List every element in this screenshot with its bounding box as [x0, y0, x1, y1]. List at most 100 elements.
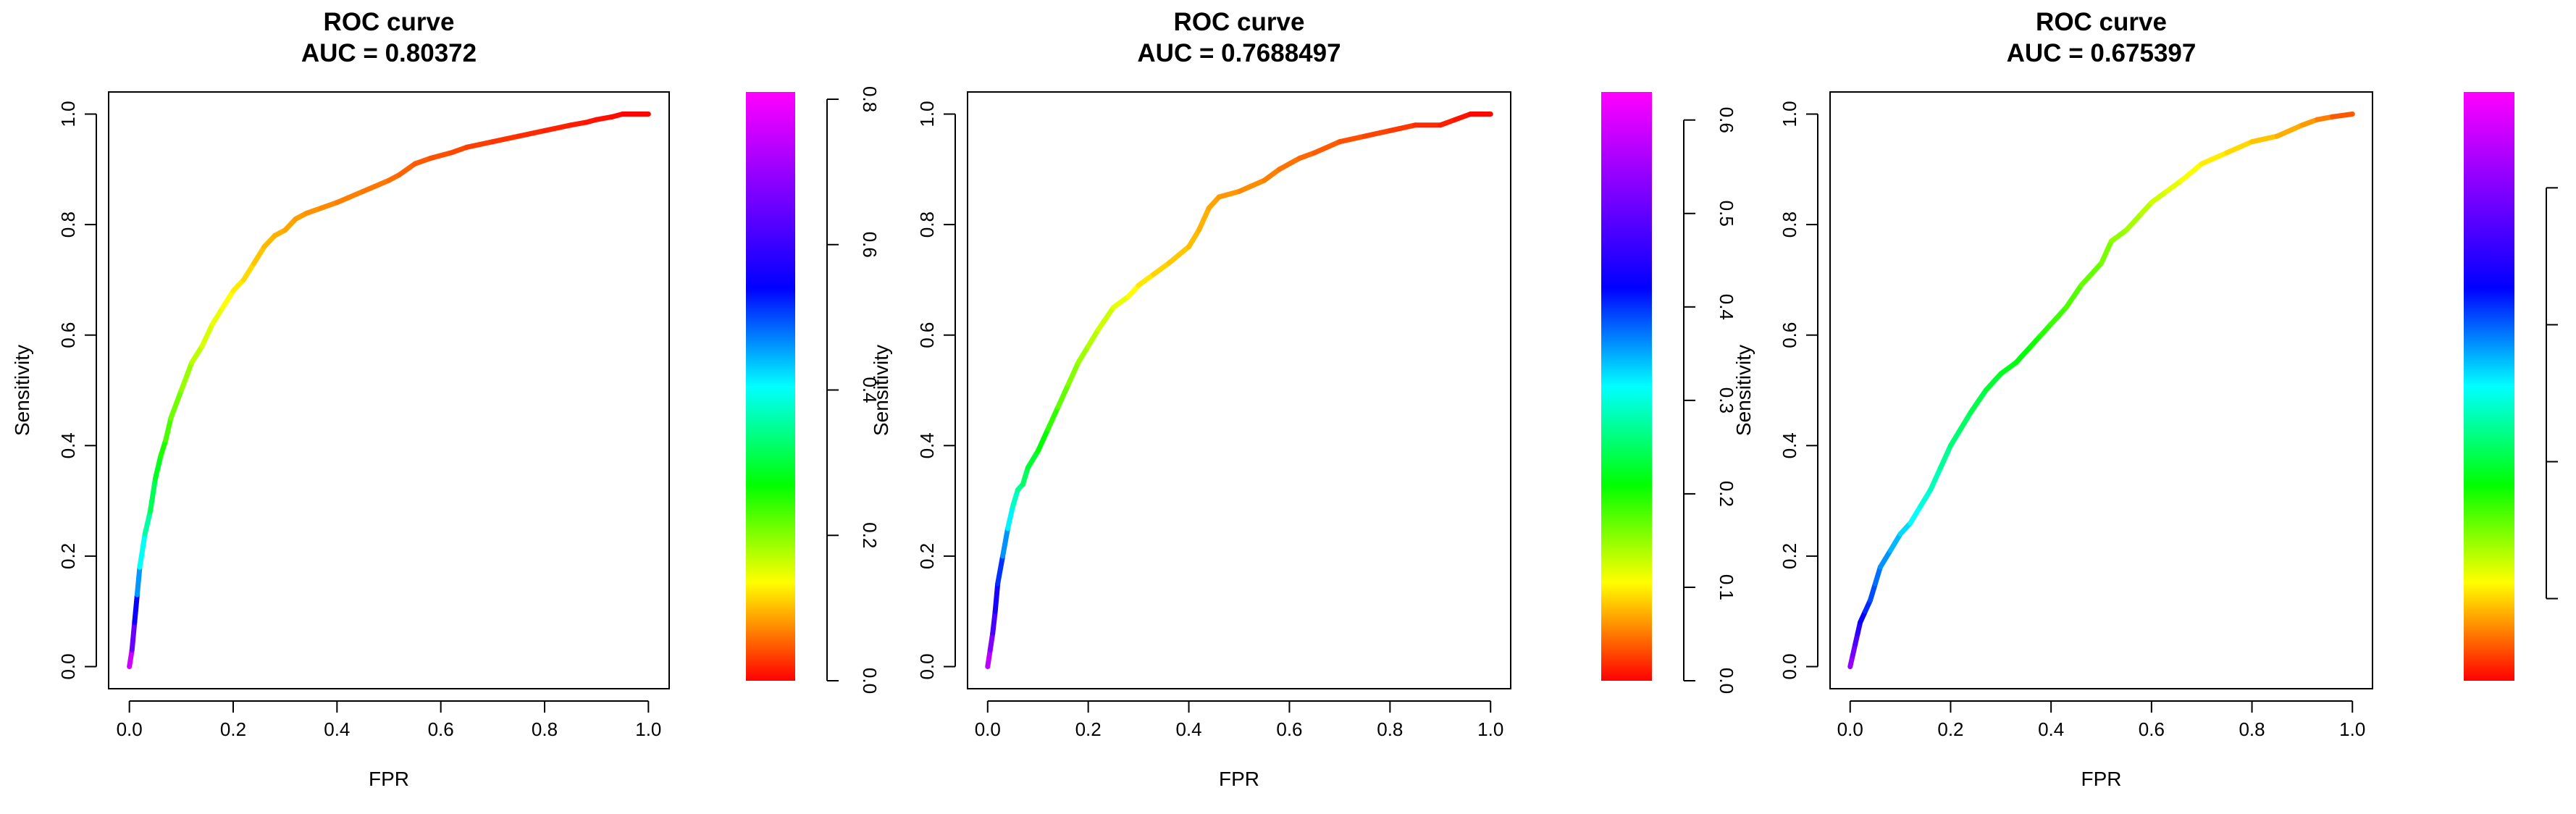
- roc-curve-segment: [1005, 503, 1015, 532]
- roc-curve-segment: [1438, 117, 1459, 128]
- roc-curve-segment: [992, 581, 1001, 614]
- roc-curve-segment: [1020, 465, 1031, 487]
- roc-curve-segment: [1110, 293, 1131, 311]
- roc-curve-segment: [985, 647, 993, 669]
- roc-curve-segment: [137, 531, 148, 570]
- roc-curve-segment: [1136, 272, 1157, 288]
- roc-curve-segment: [220, 288, 236, 311]
- roc-curve-segment: [1186, 227, 1201, 250]
- x-tick-label: 1.0: [635, 718, 661, 740]
- roc-curve-segment: [2108, 227, 2129, 244]
- chart-subtitle: AUC = 0.675397: [2007, 39, 2197, 67]
- roc-curve-segment: [568, 119, 589, 128]
- y-tick-label: 0.0: [916, 653, 938, 679]
- x-axis-label: FPR: [2081, 768, 2122, 790]
- x-tick-label: 0.8: [532, 718, 558, 740]
- roc-curve-segment: [1362, 127, 1393, 139]
- y-tick-label: 0.8: [916, 211, 938, 238]
- roc-panel-3: ROC curve AUC = 0.675397 FPR Sensitivity 0.0…: [1732, 8, 2558, 790]
- roc-curve-segment: [2224, 139, 2255, 156]
- y-tick-label: 0.6: [57, 322, 79, 348]
- roc-curve-segment: [360, 177, 392, 194]
- x-axis-label: FPR: [1219, 768, 1259, 790]
- colorbar-tick-label: 0.2: [859, 522, 881, 548]
- x-tick-label: 0.4: [2038, 718, 2064, 740]
- colorbar-tick-label: 0.0: [859, 668, 881, 694]
- roc-curve-segment: [412, 156, 433, 167]
- roc-curve-segment: [1928, 465, 1944, 492]
- roc-curve-segment: [1000, 526, 1011, 559]
- colorbar-tick-label: 0.1: [1716, 574, 1737, 600]
- roc-curve-segment: [448, 144, 469, 156]
- x-tick-label: 0.2: [220, 718, 246, 740]
- roc-curve-segment: [2048, 305, 2069, 327]
- roc-curve-segment: [1337, 133, 1368, 145]
- roc-curve-segment: [2164, 177, 2184, 194]
- roc-curve-segment: [2178, 161, 2204, 183]
- roc-curve-segment: [1096, 305, 1116, 332]
- roc-curve-segment: [142, 509, 153, 537]
- y-tick-label: 0.2: [57, 543, 79, 569]
- y-tick-label: 0.8: [57, 211, 79, 238]
- roc-curve-segment: [127, 647, 135, 669]
- x-tick-label: 0.4: [324, 718, 350, 740]
- roc-curve-segment: [2199, 150, 2230, 167]
- roc-curve-segment: [2078, 261, 2104, 288]
- x-tick-label: 1.0: [2339, 718, 2365, 740]
- roc-curve-segment: [163, 415, 174, 443]
- colorbar-tick-label: 0.4: [1716, 294, 1737, 320]
- roc-curve-segment: [1025, 448, 1041, 471]
- roc-curve: [985, 112, 1493, 669]
- x-tick-label: 1.0: [1477, 718, 1503, 740]
- plot-frame: [108, 91, 670, 689]
- roc-curve-segment: [1908, 503, 1923, 526]
- x-tick-label: 0.8: [2239, 718, 2265, 740]
- y-axis-label: Sensitivity: [870, 345, 892, 436]
- roc-curve-segment: [2123, 211, 2144, 233]
- y-tick-label: 0.0: [1779, 653, 1800, 679]
- chart-title: ROC curve: [1174, 8, 1305, 36]
- roc-curve-segment: [189, 343, 205, 366]
- roc-curve-segment: [1983, 371, 2004, 393]
- chart-title: ROC curve: [2036, 8, 2167, 36]
- roc-curve-segment: [153, 454, 164, 482]
- roc-curve-segment: [1918, 487, 1934, 509]
- y-tick-label: 0.4: [57, 432, 79, 458]
- y-tick-label: 0.6: [916, 322, 938, 348]
- roc-curve-segment: [464, 139, 495, 150]
- x-tick-label: 0.0: [975, 718, 1001, 740]
- roc-curve-segment: [1938, 442, 1953, 471]
- roc-curve-segment: [1065, 360, 1081, 387]
- x-tick-label: 0.0: [1837, 718, 1863, 740]
- roc-panel-2: ROC curve AUC = 0.7688497 FPR Sensitivity 0.…: [870, 8, 1737, 790]
- colorbar-tick-label: 0.5: [1716, 201, 1737, 227]
- roc-curve-segment: [209, 305, 226, 327]
- roc-curve-segment: [178, 360, 195, 393]
- x-axis-label: FPR: [369, 768, 409, 790]
- roc-curve-segment: [2063, 282, 2084, 311]
- roc-curve-segment: [1055, 382, 1071, 410]
- roc-curve-segment: [1998, 360, 2019, 377]
- roc-curve-segment: [2249, 133, 2280, 145]
- roc-curve-segment: [2299, 117, 2320, 128]
- x-tick-label: 0.6: [1276, 718, 1302, 740]
- colorbar: [2464, 92, 2514, 681]
- roc-panel-1: ROC curve AUC = 0.80372 FPR Sensitivity 0.0 0…: [11, 8, 881, 790]
- roc-curve-segment: [1958, 410, 1973, 432]
- y-tick-label: 0.8: [1779, 211, 1800, 238]
- roc-curve-segment: [147, 476, 158, 515]
- roc-curve-segment: [240, 261, 257, 282]
- x-tick-label: 0.2: [1075, 718, 1102, 740]
- y-tick-label: 1.0: [1779, 101, 1800, 127]
- roc-curve-segment: [158, 437, 169, 460]
- y-tick-label: 0.4: [1779, 432, 1800, 458]
- roc-curve-segment: [129, 619, 138, 653]
- roc-curve-segment: [2149, 188, 2170, 206]
- colorbar-tick-label: 0.3: [1716, 387, 1737, 414]
- roc-curve-segment: [2315, 114, 2336, 122]
- colorbar-tick-label: 0.4: [859, 377, 881, 403]
- roc-curve-segment: [516, 127, 547, 139]
- y-axis-label: Sensitivity: [11, 345, 33, 436]
- chart-subtitle: AUC = 0.7688497: [1137, 39, 1341, 67]
